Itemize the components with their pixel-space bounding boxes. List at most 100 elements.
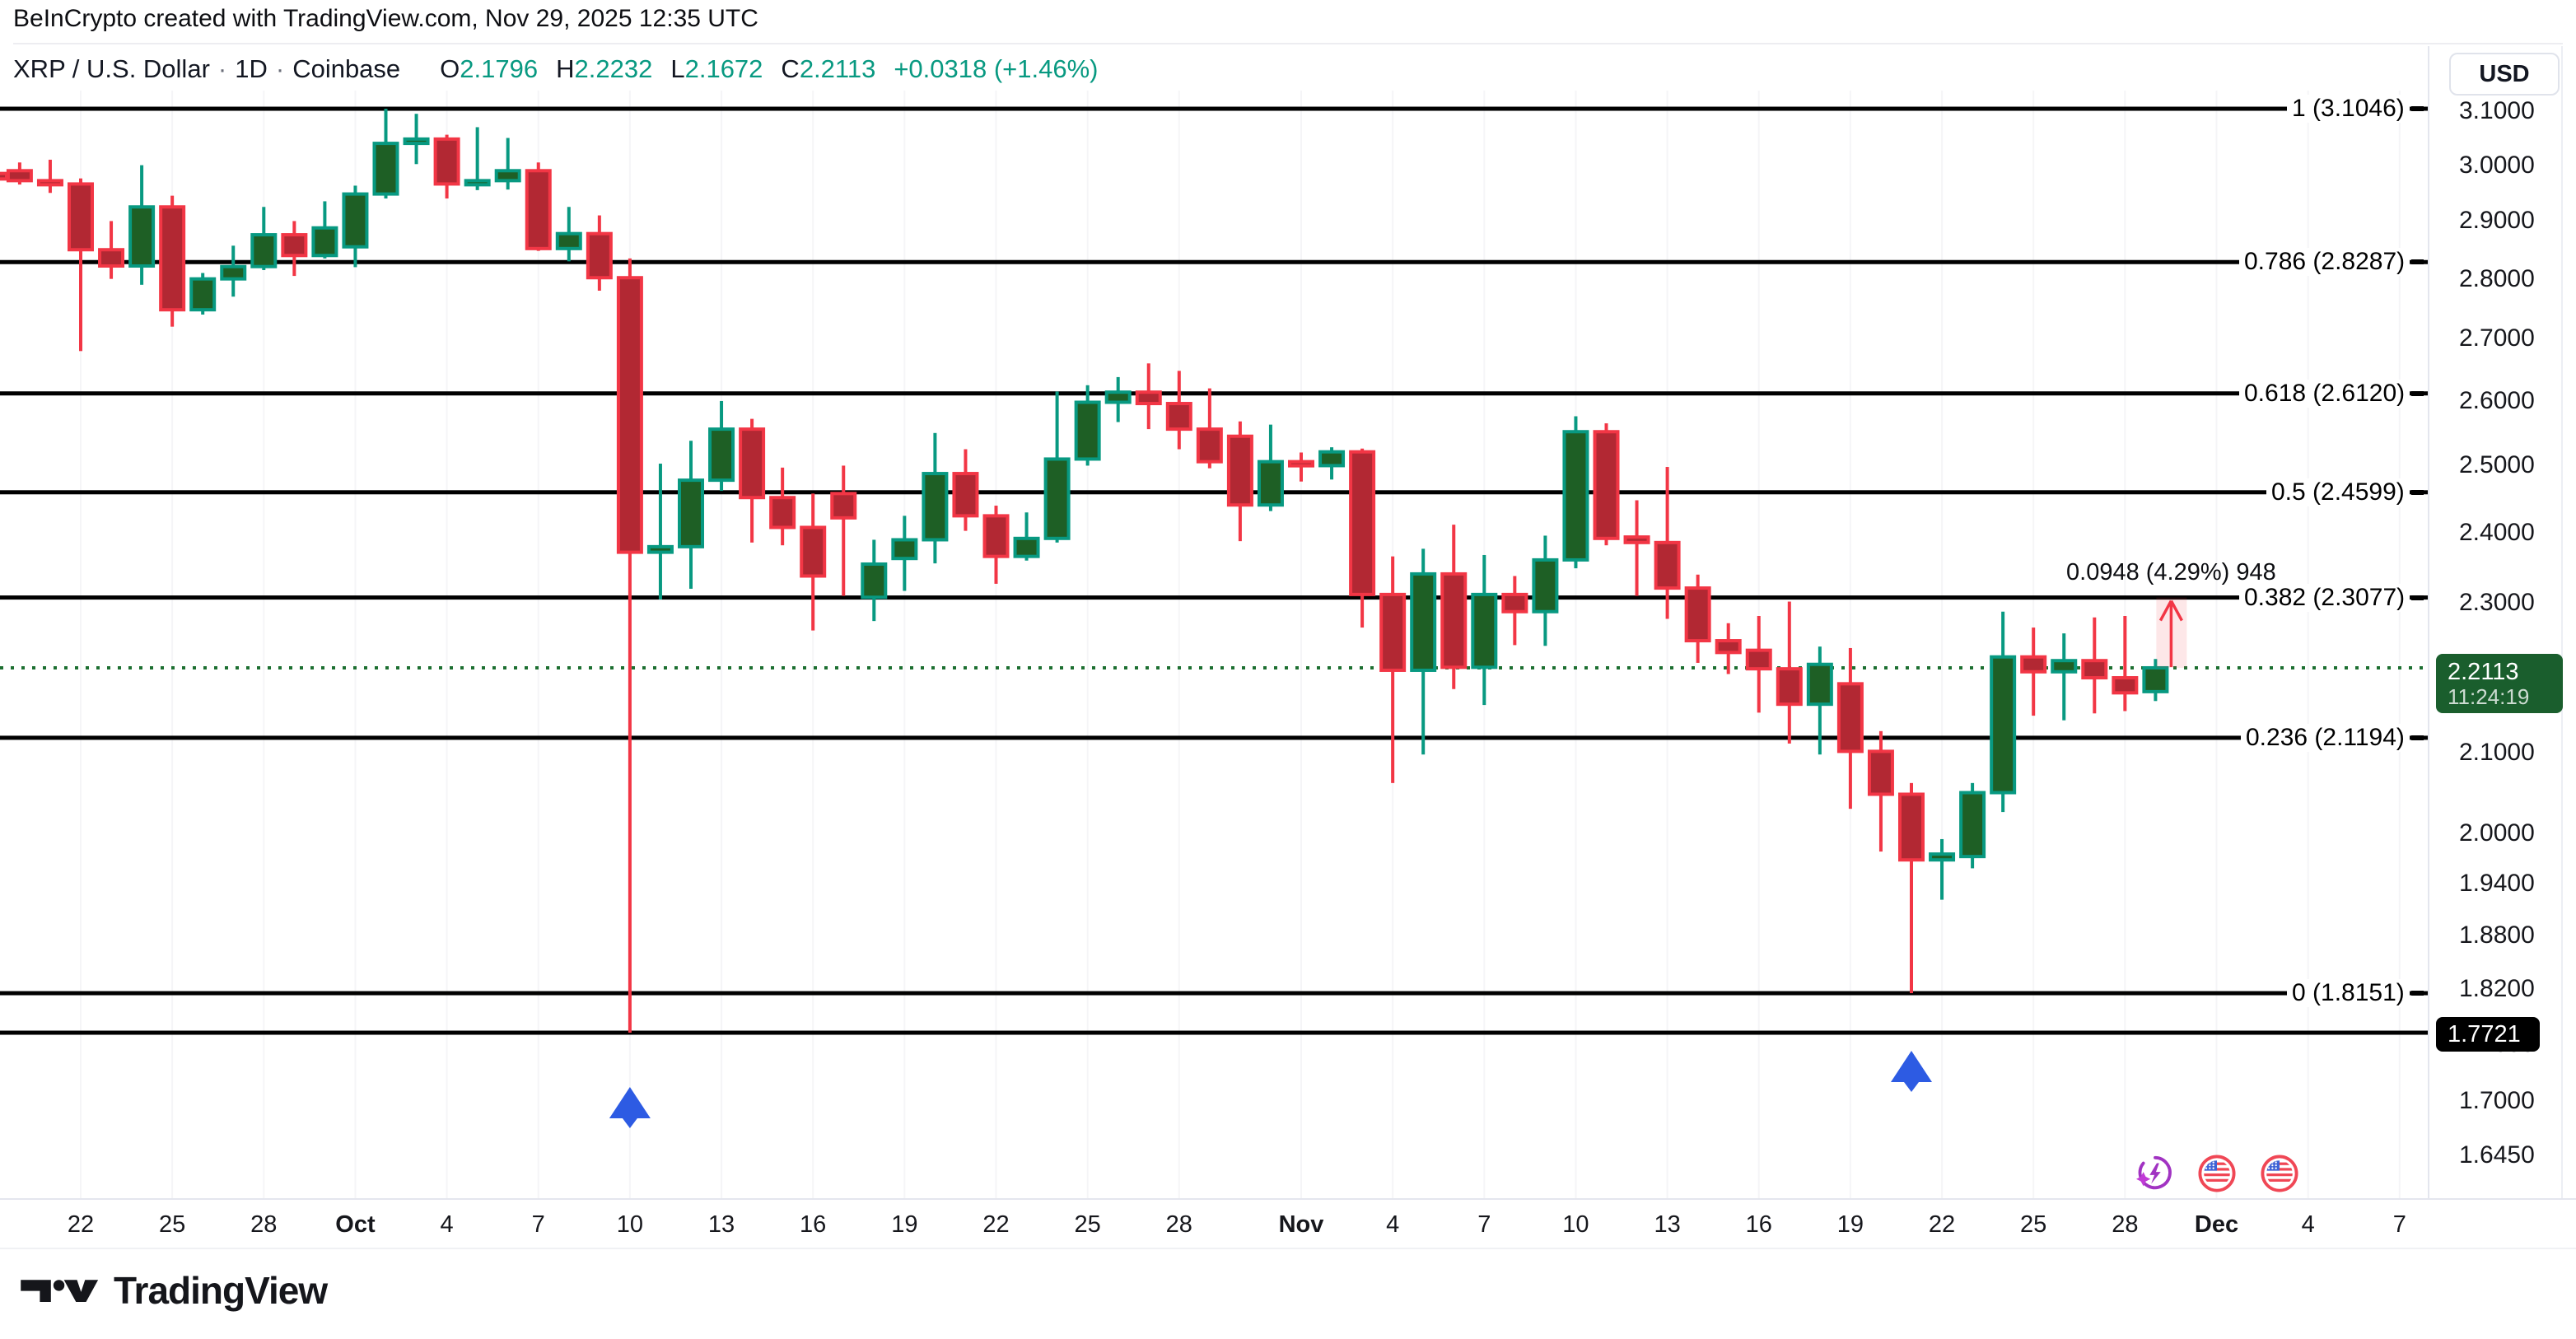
candle-body (1532, 558, 1559, 614)
fib-level-line (0, 490, 2428, 495)
fib-level-line (0, 106, 2428, 111)
candle-body (1104, 390, 1132, 404)
time-tick-day: 10 (1562, 1211, 1589, 1238)
candle-body (1806, 662, 1833, 707)
chart-plot-area[interactable]: 0.0948 (4.29%) 948 1 (3.1046) 0.786 (2.82… (0, 0, 2428, 1198)
gridline (721, 91, 723, 1198)
candle-body (586, 231, 613, 280)
candle-wick (1940, 838, 1944, 900)
time-tick-day: 16 (800, 1211, 827, 1238)
candle-body (525, 169, 552, 250)
fib-level-label: 0.5 (2.4599) (2266, 478, 2410, 506)
candle-body (1776, 667, 1803, 707)
time-tick-day: 19 (891, 1211, 918, 1238)
gridline (446, 91, 448, 1198)
candle-body (1959, 791, 1986, 859)
price-range-annotation-label: 0.0948 (4.29%) 948 (2066, 558, 2276, 586)
candle-body (739, 427, 766, 500)
fib-level-label: 0.786 (2.8287) (2239, 248, 2410, 277)
gridline (171, 91, 174, 1198)
time-tick-day: 25 (159, 1211, 186, 1238)
candle-body (1226, 434, 1253, 507)
tradingview-logo-icon[interactable] (20, 1271, 102, 1309)
time-tick-day: 13 (707, 1211, 735, 1238)
candle-body (0, 171, 8, 181)
separator: · (217, 54, 227, 83)
candle-wick (1024, 512, 1029, 561)
price-tick-label: 3.1000 (2459, 96, 2535, 124)
time-tick-day: 22 (67, 1211, 95, 1238)
candle-body (281, 233, 308, 258)
price-tick-label: 2.9000 (2459, 207, 2535, 235)
currency-toggle-button[interactable]: USD (2449, 53, 2560, 96)
bar-countdown: 11:24:19 (2448, 684, 2530, 709)
symbol-name[interactable]: XRP / U.S. Dollar (13, 54, 210, 83)
us-flag-economic-event-icon[interactable] (2198, 1155, 2236, 1192)
price-axis[interactable]: USD 3.1000 3.0000 2.9000 2.8000 2.7000 2.6000… (2428, 46, 2563, 1198)
ohlc-letter: H (556, 54, 575, 83)
time-tick-day: 28 (2112, 1211, 2139, 1238)
price-tick-label: 2.3000 (2459, 589, 2535, 617)
fib-level-axis-dash (2411, 991, 2424, 996)
ohlc-value: 2.2113 (799, 54, 876, 83)
ohlc-letter: C (781, 54, 800, 83)
gridline (1666, 91, 1668, 1198)
time-tick-day: 7 (1477, 1211, 1491, 1238)
price-range-arrowhead (2158, 600, 2172, 622)
candle-body (403, 137, 430, 146)
fib-level-label: 1 (3.1046) (2287, 95, 2410, 124)
gridline (1300, 91, 1302, 1198)
price-tick-label: 1.7000 (2459, 1087, 2535, 1115)
ohlc-letter: O (440, 54, 460, 83)
time-tick-day: 28 (250, 1211, 278, 1238)
time-tick-month: Nov (1278, 1211, 1324, 1238)
candle-body (1349, 450, 1376, 596)
us-flag-economic-event-icon[interactable] (2261, 1155, 2298, 1192)
fib-level-line (0, 991, 2428, 996)
price-tick-label: 3.0000 (2459, 151, 2535, 179)
fib-level-label: 0.382 (2.3077) (2239, 583, 2410, 612)
candle-body (128, 205, 156, 268)
candle-body (1623, 535, 1650, 544)
interval-label[interactable]: 1D (235, 54, 268, 83)
candle-body (1013, 536, 1040, 558)
time-tick-day: 16 (1745, 1211, 1772, 1238)
exchange-label[interactable]: Coinbase (292, 54, 401, 83)
price-tick-label: 2.1000 (2459, 739, 2535, 767)
fib-level-label: 0.618 (2.6120) (2239, 379, 2410, 408)
candle-body (830, 492, 857, 520)
fib-level-axis-dash (2411, 106, 2424, 112)
gridline (80, 91, 82, 1198)
candle-body (189, 277, 217, 312)
ai-lightning-sparkle-icon[interactable] (2136, 1155, 2174, 1192)
fib-level-axis-dash (2411, 390, 2424, 396)
gridline (903, 91, 906, 1198)
candle-body (1288, 460, 1314, 468)
gridline (1849, 91, 1851, 1198)
horizontal-price-line (0, 1030, 2428, 1035)
candlestick-plot (0, 91, 2428, 1198)
tradingview-wordmark[interactable]: TradingView (114, 1269, 328, 1312)
widget-bottom-border (0, 1248, 2576, 1249)
gridline (1941, 91, 1944, 1198)
candle-body (433, 137, 460, 186)
fib-level-axis-dash (2411, 595, 2424, 600)
candle-body (1318, 450, 1346, 468)
arrow-up-marker (1891, 1051, 1932, 1092)
horizontal-line-price: 1.7721 (2448, 1021, 2521, 1047)
time-tick-day: 28 (1165, 1211, 1192, 1238)
candle-body (769, 496, 796, 530)
gridline (2215, 91, 2218, 1198)
time-tick-month: Dec (2194, 1211, 2239, 1238)
fib-level-axis-dash (2411, 259, 2424, 265)
candle-wick (48, 159, 52, 194)
candle-wick (475, 127, 479, 190)
candle-body (982, 514, 1010, 558)
candle-body (800, 525, 827, 578)
time-axis[interactable]: 22 25 28 Oct 4 7 10 13 16 19 22 25 28 Nov 4 7 10 13 16 19 22… (0, 1198, 2576, 1249)
last-price-value: 2.2113 (2448, 659, 2519, 685)
candle-body (464, 179, 491, 187)
symbol-info-bar[interactable]: XRP / U.S. Dollar · 1D · Coinbase O2.1796 H2.2… (13, 54, 1099, 84)
candle-body (159, 205, 186, 312)
time-tick-day: 4 (1386, 1211, 1400, 1238)
